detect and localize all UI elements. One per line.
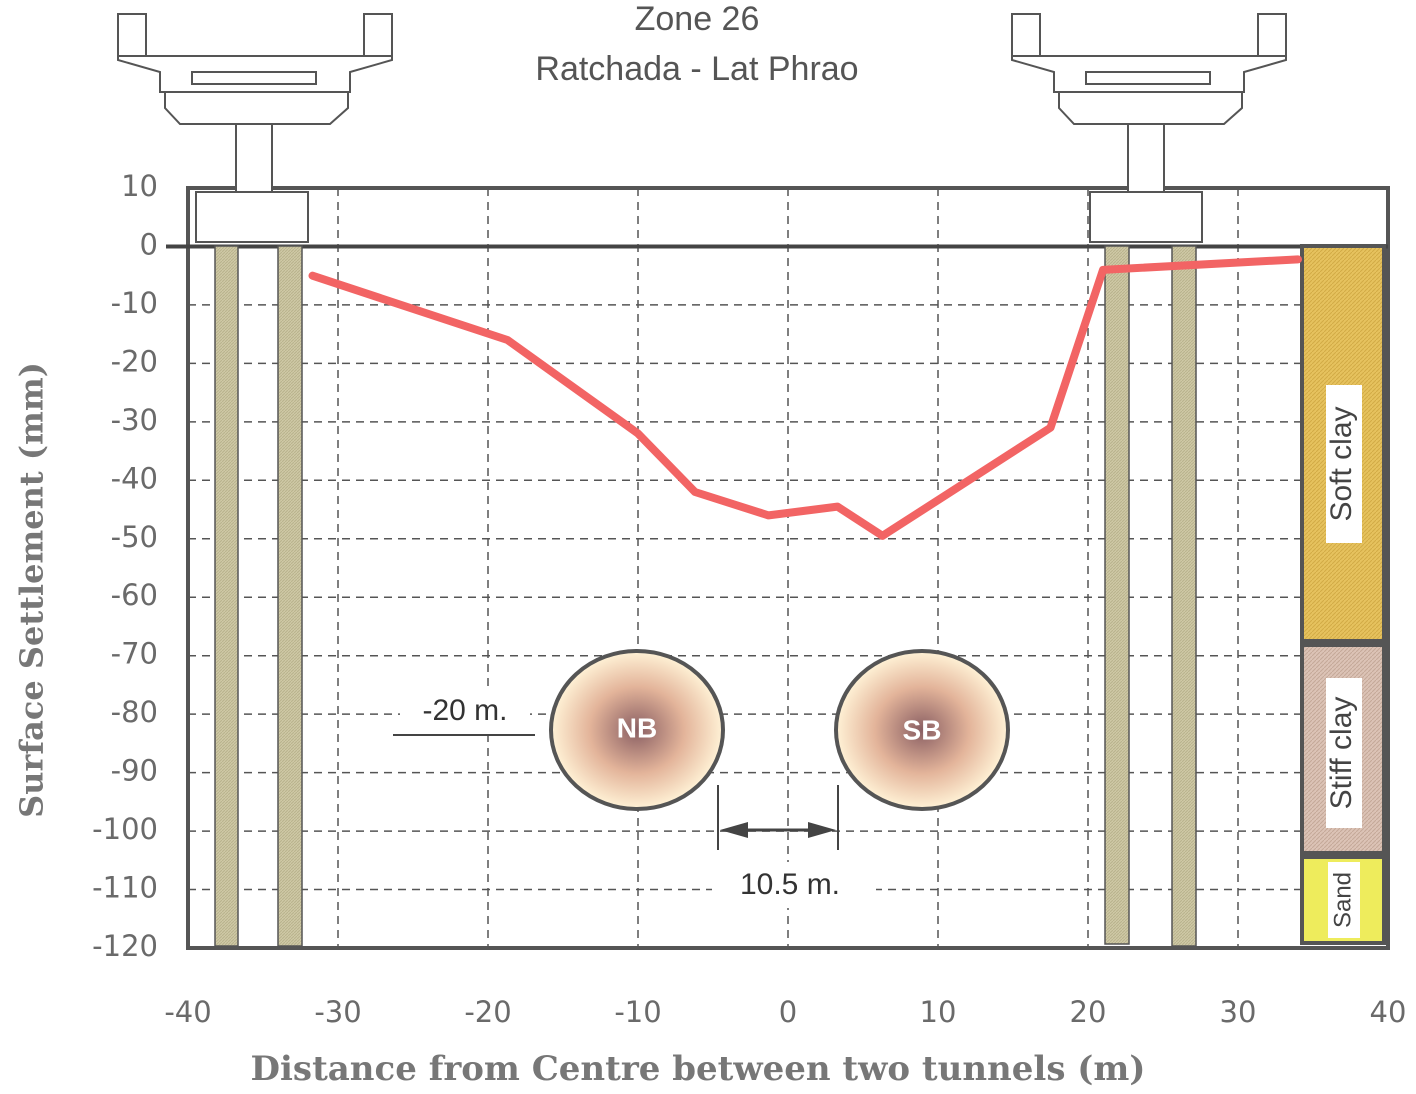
soil-column bbox=[1300, 244, 1386, 945]
x-tick-label: 40 bbox=[1370, 995, 1407, 1029]
y-tick-label: -40 bbox=[111, 461, 158, 495]
bridge-left bbox=[117, 13, 393, 243]
y-tick-label: -90 bbox=[111, 754, 158, 788]
grid bbox=[166, 186, 1390, 950]
layer-label: Stiff clay bbox=[1325, 697, 1358, 810]
x-tick-label: 30 bbox=[1220, 995, 1257, 1029]
plot-frame bbox=[186, 186, 1390, 950]
y-tick-label: 10 bbox=[121, 169, 158, 203]
y-tick-label: -70 bbox=[111, 637, 158, 671]
x-tick-label: -10 bbox=[614, 995, 661, 1029]
tunnel-label: SB bbox=[903, 714, 942, 745]
spacing-label: 10.5 m. bbox=[740, 868, 840, 901]
piles bbox=[214, 245, 1197, 947]
y-tick-label: -110 bbox=[92, 871, 158, 905]
x-axis-label: Distance from Centre between two tunnels… bbox=[251, 1049, 1146, 1089]
tunnels: NB SB -20 m. 10.5 m. bbox=[393, 649, 1010, 908]
layer-label: Soft clay bbox=[1325, 406, 1358, 521]
tunnel-label: NB bbox=[617, 712, 657, 743]
layer-label: Sand bbox=[1329, 872, 1356, 928]
x-tick-label: 20 bbox=[1070, 995, 1107, 1029]
y-tick-label: -50 bbox=[111, 520, 158, 554]
x-tick-label: 10 bbox=[920, 995, 957, 1029]
bridge-right bbox=[1011, 13, 1287, 243]
y-tick-label: -60 bbox=[111, 578, 158, 612]
settlement-line bbox=[308, 255, 1302, 540]
soil-labels: Soft clay Stiff clay Sand bbox=[1325, 385, 1362, 938]
x-tick-label: -30 bbox=[314, 995, 361, 1029]
depth-label: -20 m. bbox=[422, 694, 507, 727]
x-tick-label: -40 bbox=[164, 995, 211, 1029]
chart-title: Zone 26 bbox=[635, 0, 760, 38]
y-tick-label: -100 bbox=[92, 812, 158, 846]
y-tick-label: -120 bbox=[92, 929, 158, 963]
y-tick-label: -10 bbox=[111, 286, 158, 320]
y-tick-label: -80 bbox=[111, 695, 158, 729]
y-tick-label: -30 bbox=[111, 403, 158, 437]
chart-subtitle: Ratchada - Lat Phrao bbox=[535, 50, 858, 88]
x-tick-label: -20 bbox=[464, 995, 511, 1029]
x-tick-label: 0 bbox=[779, 995, 797, 1029]
y-axis-label: Surface Settlement (mm) bbox=[13, 362, 51, 818]
y-tick-label: -20 bbox=[111, 344, 158, 378]
y-tick-label: 0 bbox=[140, 227, 158, 261]
